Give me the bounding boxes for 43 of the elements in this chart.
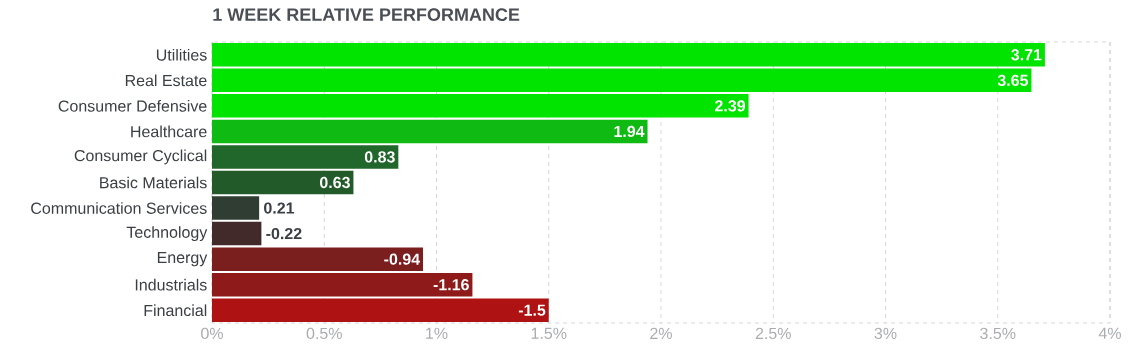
y-tick-label: Communication Services bbox=[31, 202, 207, 214]
bar bbox=[212, 196, 260, 220]
y-tick-label: Consumer Cyclical bbox=[74, 149, 207, 165]
chart-title: 1 WEEK RELATIVE PERFORMANCE bbox=[213, 8, 520, 22]
data-label: -1.5 bbox=[518, 304, 546, 316]
y-tick-label: Healthcare bbox=[131, 125, 207, 138]
data-label: -0.94 bbox=[384, 253, 420, 265]
y-tick-label: Industrials bbox=[135, 278, 207, 291]
bar bbox=[212, 43, 1045, 67]
bar bbox=[212, 145, 399, 169]
x-tick-label: 4% bbox=[1098, 327, 1121, 339]
bar bbox=[212, 221, 262, 246]
y-tick-label: Consumer Defensive bbox=[58, 100, 207, 112]
bar bbox=[212, 247, 424, 271]
data-label: 0.21 bbox=[264, 202, 295, 214]
bar bbox=[212, 68, 1032, 93]
data-label: 1.94 bbox=[614, 125, 645, 138]
data-label: 0.83 bbox=[364, 151, 395, 163]
x-tick-label: 2.5% bbox=[755, 327, 791, 340]
x-tick-label: 1% bbox=[426, 327, 448, 339]
data-label: 3.71 bbox=[1011, 49, 1042, 61]
x-tick-label: 2% bbox=[650, 327, 672, 339]
y-tick-label: Utilities bbox=[156, 48, 207, 61]
bar bbox=[212, 119, 648, 144]
data-label: 2.39 bbox=[715, 100, 746, 112]
data-label: 3.65 bbox=[997, 74, 1029, 87]
data-label: -1.16 bbox=[433, 279, 469, 291]
data-label: -0.22 bbox=[266, 227, 302, 240]
x-tick-label: 0% bbox=[201, 327, 223, 340]
x-tick-label: 1.5% bbox=[531, 327, 567, 339]
y-tick-label: Technology bbox=[126, 226, 208, 242]
bar bbox=[212, 272, 473, 297]
data-label: 0.63 bbox=[319, 176, 350, 189]
bar bbox=[212, 170, 354, 195]
bar bbox=[212, 298, 549, 322]
bar bbox=[212, 94, 749, 118]
y-tick-label: Financial bbox=[144, 304, 207, 317]
y-tick-label: Basic Materials bbox=[100, 176, 207, 189]
x-tick-label: 3.5% bbox=[980, 327, 1016, 340]
x-tick-label: 3% bbox=[874, 327, 897, 340]
y-tick-label: Energy bbox=[157, 251, 208, 267]
x-tick-label: 0.5% bbox=[306, 327, 342, 340]
y-tick-label: Real Estate bbox=[125, 74, 207, 87]
